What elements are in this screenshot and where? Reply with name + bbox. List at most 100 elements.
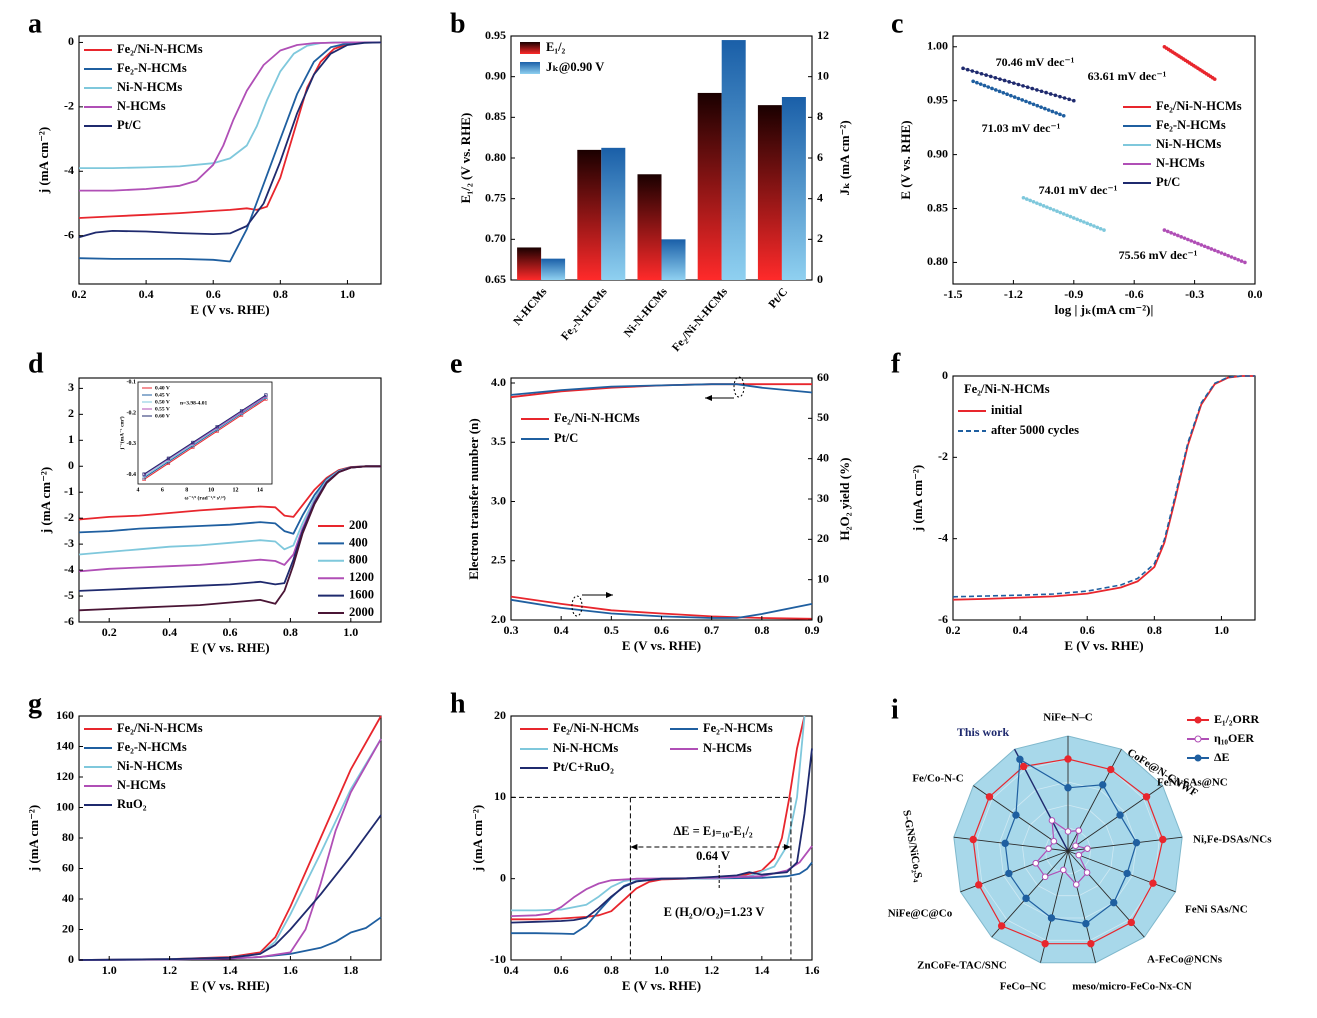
dashed-marker	[733, 376, 745, 398]
y-tick-label: 60	[62, 860, 74, 874]
x-tick-label: 0.6	[554, 963, 569, 977]
inset-legend-item: 0.50 V	[155, 399, 170, 405]
y-tick-label: 0	[68, 34, 74, 48]
panel-a: 0.2 0.4 0.6 0.8 1.0 0 -2 -4 -6 E (V vs. RHE) j (mA…	[36, 34, 382, 317]
radar-point	[1072, 881, 1080, 888]
panel-e: 0.3 0.4 0.5 0.6 0.7 0.8 0.9 4.0 3.5 3.0 2.5 2.0 60 50…	[466, 370, 852, 653]
y2-tick-label: 10	[817, 571, 829, 585]
legend-item: initial	[991, 403, 1023, 417]
y2-tick-label: 20	[817, 531, 829, 545]
series-line	[78, 41, 381, 263]
x-tick-label: 1.6	[805, 963, 820, 977]
legend-item: 1200	[349, 570, 374, 584]
radar-ring	[999, 781, 1137, 919]
legend-item: Fe₂-N-HCMs	[117, 740, 187, 754]
legend-item: Fe₂-N-HCMs	[703, 721, 773, 735]
equilibrium-potential: E (H₂O/O₂)=1.23 V	[664, 905, 765, 919]
y-tick-label: 10	[494, 789, 506, 803]
radar-point	[1048, 817, 1056, 824]
series-line	[952, 375, 1255, 598]
y-tick-label: 0	[68, 458, 74, 472]
x-tick-label: 0.6	[206, 287, 221, 301]
x-tick-label: 0.2	[946, 623, 961, 637]
y-tick-label: 4.0	[491, 375, 506, 389]
series-line	[511, 861, 813, 935]
y-tick-label: 0.90	[927, 146, 948, 160]
x-tick-label: 1.0	[340, 287, 355, 301]
y-tick-label: 0.80	[485, 150, 506, 164]
legend-item: Ni-N-HCMs	[117, 759, 182, 773]
radar-point	[1082, 919, 1090, 928]
y-tick-label: 0.95	[485, 28, 506, 42]
inset-point	[264, 393, 268, 397]
y2-axis-label: Jₖ (mA cm⁻²)	[837, 120, 852, 195]
series-line	[143, 394, 267, 475]
radar-axis-label: ZnCoFe-TAC/SNC	[917, 960, 1007, 972]
legend-swatch	[520, 62, 540, 74]
radar-point	[1032, 859, 1040, 867]
y-tick-label: 3	[68, 380, 74, 394]
y2-tick-label: 0	[817, 272, 823, 286]
legend-item: Fe₂/Ni-N-HCMs	[553, 721, 639, 735]
legend-item: Fe₂/Ni-N-HCMs	[554, 411, 640, 425]
radar-point	[1064, 755, 1072, 763]
x-tick-label: 1.0	[343, 625, 358, 639]
inset-point	[142, 472, 146, 476]
y-tick-label: 0.80	[927, 254, 948, 268]
y-tick-label: 100	[56, 799, 74, 813]
x-tick-label: 1.8	[343, 963, 358, 977]
radar-point	[1060, 866, 1067, 874]
inset-x-tick: 4	[137, 487, 140, 493]
radar-axis-label: S-GNS/NiCo₂S₄	[900, 809, 925, 883]
y-tick-label: -4	[938, 530, 948, 544]
legend-item: E₁/₂ORR	[1214, 712, 1260, 726]
radar-point	[1084, 845, 1091, 852]
x-axis-label: E (V vs. RHE)	[622, 638, 701, 653]
legend-item: 2000	[349, 605, 374, 619]
radar-point	[985, 793, 994, 801]
tafel-point	[1021, 195, 1026, 200]
bar-jk	[601, 147, 626, 280]
panel-letter: i	[891, 694, 899, 725]
radar-point	[1142, 793, 1151, 801]
legend-item: 200	[349, 518, 368, 532]
radar-axis-label: FeNi SAs/NC	[1185, 904, 1248, 916]
radar-point	[969, 835, 977, 844]
x-tick-label: 0.8	[604, 963, 619, 977]
y-tick-label: 20	[494, 708, 506, 722]
radar-point	[1022, 894, 1030, 903]
radar-point	[1132, 838, 1141, 847]
slope-annotation: 74.01 mV dec⁻¹	[1039, 183, 1118, 197]
panel-letter: e	[450, 348, 462, 379]
series-line	[78, 465, 381, 592]
panel-letter: a	[28, 8, 42, 39]
inset-x-tick: 6	[161, 487, 164, 493]
x-axis-label: E (V vs. RHE)	[622, 978, 701, 993]
y2-tick-label: 50	[817, 410, 829, 424]
y-tick-label: 0.65	[485, 272, 506, 286]
tafel-point	[1061, 113, 1066, 118]
y-tick-label: -2	[64, 510, 74, 524]
series-line	[510, 748, 813, 924]
legend-marker	[1194, 754, 1202, 762]
y-tick-label: -1	[64, 484, 74, 498]
legend-swatch	[520, 42, 540, 54]
x-tick-label: 0.5	[604, 623, 619, 637]
y-tick-label: 2.5	[491, 553, 506, 567]
category-label: Pt/C	[767, 286, 791, 311]
x-tick-label: -0.3	[1185, 287, 1204, 301]
series-line	[78, 465, 381, 612]
y2-tick-label: 2	[817, 231, 823, 245]
series-line	[143, 395, 267, 476]
radar-point	[997, 922, 1006, 930]
x-tick-label: 0.4	[162, 625, 177, 639]
slope-annotation: 75.56 mV dec⁻¹	[1119, 248, 1198, 262]
arrow-head	[705, 395, 712, 401]
y-tick-label: -6	[64, 614, 74, 628]
inset-x-tick: 10	[208, 487, 214, 493]
inset-legend-item: 0.55 V	[155, 406, 170, 412]
x-tick-label: 1.6	[283, 963, 298, 977]
radar-point	[1099, 781, 1107, 789]
x-axis-label: log | jₖ(mA cm⁻²)|	[1055, 302, 1154, 317]
